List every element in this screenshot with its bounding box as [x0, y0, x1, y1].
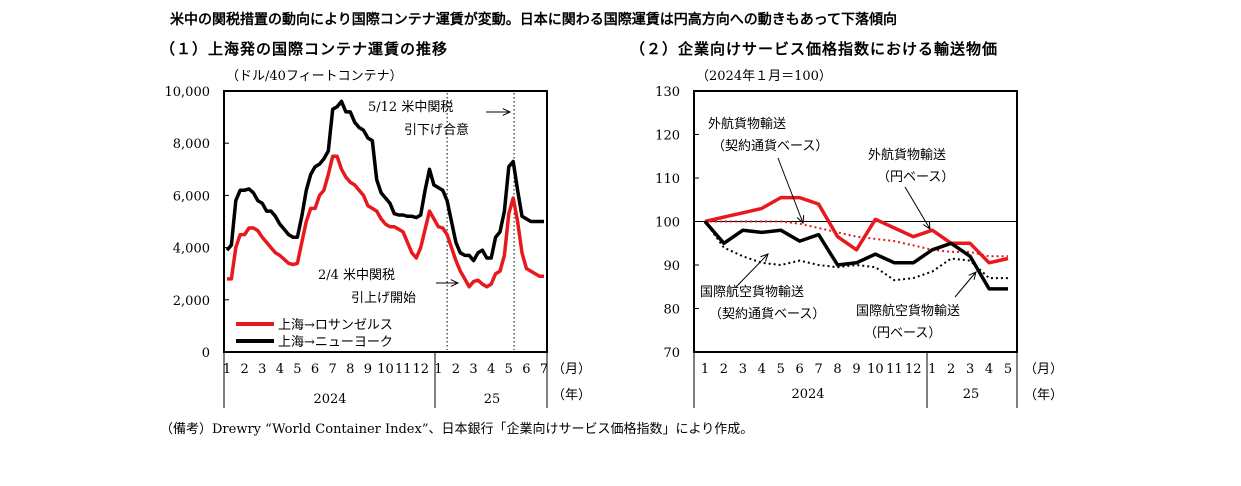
series-label: 国際航空貨物輸送 — [856, 303, 960, 319]
x-tick-label: 8 — [346, 362, 354, 377]
x-tick-label: 3 — [966, 362, 974, 377]
y-tick-label: 8,000 — [173, 137, 210, 152]
annotation-text: 引下げ合意 — [404, 122, 469, 138]
series-line-2 — [705, 220, 1008, 258]
x-tick-label: 3 — [469, 362, 477, 377]
x-tick-label: 5 — [777, 362, 785, 377]
headline: 米中の関税措置の動向により国際コンテナ運賃が変動。日本に関わる国際運賃は円高方向… — [170, 12, 898, 28]
annotation-arrow-head — [450, 279, 460, 287]
x-tick-label: 7 — [329, 362, 337, 377]
chart1-title: （１）上海発の国際コンテナ運賃の推移 — [160, 40, 449, 58]
y-tick-label: 110 — [655, 172, 680, 187]
series-line-4 — [704, 220, 1008, 282]
source-note: （備考）Drewry “World Container Index”、日本銀行「… — [160, 422, 754, 437]
label-arrow-head — [760, 253, 769, 262]
annotation-text: 2/4 米中関税 — [318, 268, 395, 283]
y-axis-unit: （2024年１月＝100） — [696, 69, 832, 84]
label-arrow — [904, 186, 931, 230]
x-tick-label: 6 — [796, 362, 804, 377]
annotation-text: 引上げ開始 — [351, 291, 416, 306]
x-unit-month: （月） — [1024, 362, 1063, 377]
series-line-3 — [703, 220, 1008, 291]
y-axis-unit: （ドル/40フィートコンテナ） — [226, 69, 403, 84]
y-tick-label: 130 — [655, 85, 680, 100]
legend-label: 上海→ニューヨーク — [278, 335, 393, 350]
label-arrow-head — [968, 271, 977, 280]
x-tick-label: 12 — [905, 362, 922, 377]
x-tick-label: 12 — [412, 362, 429, 377]
x-tick-label: 6 — [522, 362, 530, 377]
annotation-arrow-head — [502, 108, 512, 116]
x-tick-label: 7 — [540, 362, 548, 377]
x-tick-label: 5 — [505, 362, 513, 377]
series-line-2 — [225, 99, 544, 263]
label-arrow — [954, 271, 977, 298]
x-tick-label: 1 — [701, 362, 709, 377]
x-tick-label: 9 — [364, 362, 372, 377]
y-tick-label: 4,000 — [173, 242, 210, 257]
series-label: （契約通貨ベース） — [709, 306, 825, 322]
x-tick-label: 4 — [985, 362, 993, 377]
x-tick-label: 11 — [395, 362, 412, 377]
annotation-text: 5/12 米中関税 — [368, 100, 453, 115]
series-label: （契約通貨ベース） — [712, 138, 828, 154]
year-label: 2024 — [791, 387, 824, 402]
x-tick-label: 10 — [377, 362, 394, 377]
x-tick-label: 4 — [758, 362, 766, 377]
y-tick-label: 120 — [655, 129, 680, 144]
series-label: （円ベース） — [864, 326, 941, 341]
label-arrow-head — [796, 214, 805, 225]
x-tick-label: 2 — [452, 362, 460, 377]
y-tick-label: 70 — [663, 346, 680, 361]
year-label: 25 — [963, 387, 980, 402]
x-tick-label: 4 — [276, 362, 284, 377]
x-tick-label: 2 — [720, 362, 728, 377]
x-tick-label: 3 — [258, 362, 266, 377]
x-tick-label: 3 — [739, 362, 747, 377]
series-label: （円ベース） — [877, 170, 954, 185]
y-tick-label: 6,000 — [173, 189, 210, 204]
plot-frame — [223, 90, 548, 353]
label-arrow — [777, 157, 804, 224]
label-arrow-head — [923, 220, 931, 230]
y-tick-label: 2,000 — [173, 294, 210, 309]
x-unit-year: （年） — [1024, 388, 1063, 403]
legend-label: 上海→ロサンゼルス — [278, 318, 393, 333]
x-tick-label: 1 — [223, 362, 231, 377]
year-label: 2024 — [313, 392, 346, 407]
x-tick-label: 6 — [311, 362, 319, 377]
x-tick-label: 9 — [852, 362, 860, 377]
y-tick-label: 90 — [663, 259, 680, 274]
chart2-title: （２）企業向けサービス価格指数における輸送物価 — [630, 40, 999, 58]
x-tick-label: 2 — [947, 362, 955, 377]
x-tick-label: 7 — [814, 362, 822, 377]
x-tick-label: 5 — [1004, 362, 1012, 377]
x-tick-label: 1 — [434, 362, 442, 377]
x-unit-year: （年） — [552, 388, 591, 403]
x-tick-label: 10 — [867, 362, 884, 377]
y-tick-label: 0 — [202, 346, 210, 361]
series-label: 外航貨物輸送 — [708, 116, 786, 132]
label-arrow — [735, 253, 769, 288]
y-tick-label: 100 — [655, 216, 680, 231]
series-line-1 — [227, 154, 544, 289]
x-tick-label: 11 — [886, 362, 903, 377]
x-unit-month: （月） — [552, 362, 591, 377]
series-label: 外航貨物輸送 — [868, 147, 946, 163]
x-tick-label: 4 — [487, 362, 495, 377]
x-tick-label: 8 — [833, 362, 841, 377]
series-label: 国際航空貨物輸送 — [700, 284, 804, 300]
x-tick-label: 2 — [240, 362, 248, 377]
y-tick-label: 10,000 — [165, 85, 211, 100]
series-line-1 — [704, 195, 1009, 265]
x-tick-label: 1 — [928, 362, 936, 377]
year-label: 25 — [484, 392, 501, 407]
x-tick-label: 5 — [293, 362, 301, 377]
y-tick-label: 80 — [663, 303, 680, 318]
